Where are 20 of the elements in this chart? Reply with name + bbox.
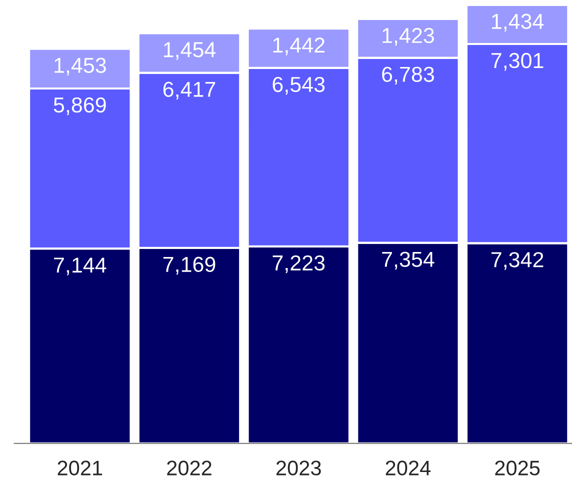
data-label: 1,434 (492, 14, 544, 32)
data-label: 7,223 (272, 255, 325, 274)
data-label: 6,417 (163, 82, 216, 100)
data-label: 7,354 (382, 252, 434, 270)
data-label: 7,169 (163, 256, 216, 275)
data-label: 6,543 (272, 76, 325, 95)
x-tick-label: 2025 (495, 460, 540, 476)
x-tick-label: 2021 (58, 460, 102, 476)
data-label: 1,423 (382, 28, 434, 46)
data-label: 1,454 (164, 42, 216, 60)
data-label: 5,869 (54, 97, 106, 116)
data-label: 1,453 (54, 58, 106, 76)
x-tick-label: 2024 (386, 460, 431, 476)
x-tick-label: 2022 (167, 460, 212, 476)
data-label: 1,442 (273, 38, 324, 56)
data-label: 7,342 (491, 252, 544, 270)
data-label: 7,301 (491, 52, 544, 71)
data-label: 7,144 (54, 258, 106, 276)
data-label: 6,783 (382, 66, 434, 85)
x-tick-label: 2023 (276, 460, 321, 476)
